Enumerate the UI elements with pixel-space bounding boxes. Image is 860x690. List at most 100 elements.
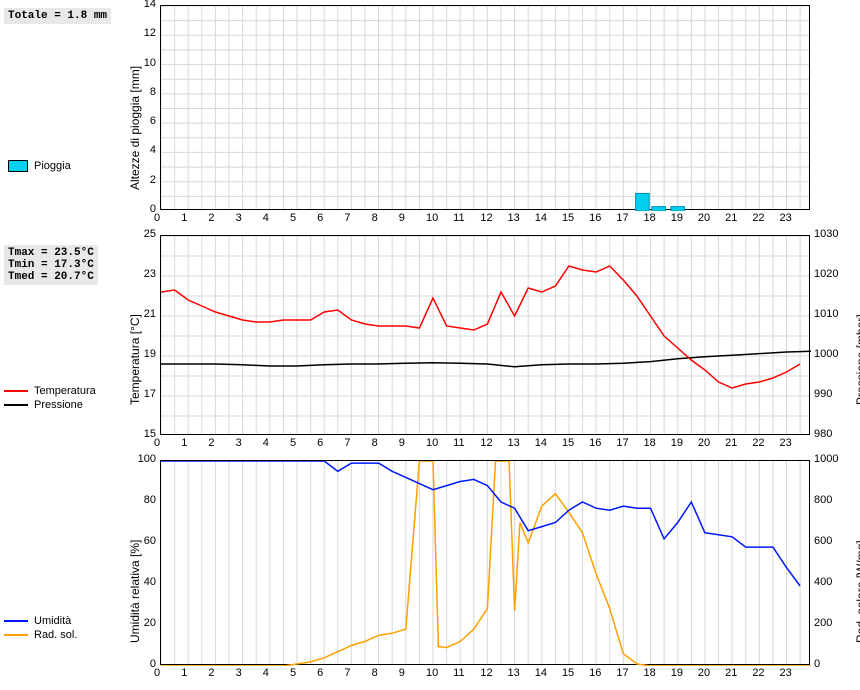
x-tick: 18 (644, 667, 656, 679)
x-tick: 2 (208, 437, 214, 449)
y-axis-title: Altezze di pioggia [mm] (128, 66, 142, 190)
x-tick: 11 (453, 667, 464, 679)
x-tick: 13 (508, 667, 520, 679)
x-tick: 5 (290, 437, 296, 449)
x-tick: 23 (780, 212, 792, 224)
x-tick: 9 (399, 667, 405, 679)
y-tick-right: 800 (814, 494, 832, 506)
x-tick: 6 (317, 437, 323, 449)
x-tick: 17 (616, 667, 628, 679)
y-tick-left: 8 (150, 86, 156, 98)
x-tick: 3 (236, 437, 242, 449)
y-axis-title-right: Rad. solare [W/mq] (854, 540, 860, 643)
info-temp-stats: Tmax = 23.5°C Tmin = 17.3°C Tmed = 20.7°… (4, 245, 98, 285)
x-tick: 16 (589, 437, 601, 449)
x-tick: 21 (725, 667, 737, 679)
x-tick: 4 (263, 667, 269, 679)
y-tick-right: 1000 (814, 348, 838, 360)
y-tick-left: 10 (144, 57, 156, 69)
x-tick: 18 (644, 437, 656, 449)
x-tick: 12 (480, 437, 492, 449)
y-tick-left: 19 (144, 348, 156, 360)
y-axis-title-left: Umidità relativa [%] (128, 540, 142, 643)
x-tick: 4 (263, 437, 269, 449)
x-tick: 1 (181, 212, 187, 224)
x-tick: 11 (453, 212, 464, 224)
x-tick: 6 (317, 667, 323, 679)
x-tick: 3 (236, 667, 242, 679)
x-tick: 14 (535, 667, 547, 679)
plot-area (160, 460, 810, 665)
x-tick: 19 (671, 667, 683, 679)
x-tick: 14 (535, 437, 547, 449)
x-tick: 12 (480, 667, 492, 679)
x-tick: 6 (317, 212, 323, 224)
y-tick-left: 6 (150, 115, 156, 127)
x-tick: 7 (344, 667, 350, 679)
legend-hum-rad: UmiditàRad. sol. (4, 615, 77, 643)
y-tick-right: 200 (814, 617, 832, 629)
y-tick-left: 21 (144, 308, 156, 320)
y-tick-left: 0 (150, 658, 156, 670)
x-tick: 13 (508, 212, 520, 224)
x-tick: 21 (725, 212, 737, 224)
x-tick: 20 (698, 212, 710, 224)
x-tick: 19 (671, 437, 683, 449)
y-tick-right: 1020 (814, 268, 838, 280)
y-tick-left: 20 (144, 617, 156, 629)
legend-rain: Pioggia (8, 160, 71, 174)
x-tick: 9 (399, 212, 405, 224)
y-tick-left: 15 (144, 428, 156, 440)
y-axis-title-left: Temperatura [°C] (128, 314, 142, 405)
info-total: Totale = 1.8 mm (4, 8, 111, 24)
x-tick: 8 (372, 667, 378, 679)
x-tick: 15 (562, 212, 574, 224)
y-tick-left: 0 (150, 203, 156, 215)
x-tick: 1 (181, 667, 187, 679)
x-tick: 13 (508, 437, 520, 449)
x-tick: 10 (426, 437, 438, 449)
x-tick: 22 (752, 667, 764, 679)
x-tick: 14 (535, 212, 547, 224)
x-tick: 9 (399, 437, 405, 449)
x-tick: 22 (752, 437, 764, 449)
x-tick: 5 (290, 212, 296, 224)
x-tick: 5 (290, 667, 296, 679)
y-tick-right: 1030 (814, 228, 838, 240)
x-tick: 8 (372, 437, 378, 449)
y-tick-right: 0 (814, 658, 820, 670)
y-tick-left: 2 (150, 174, 156, 186)
x-tick: 18 (644, 212, 656, 224)
y-tick-left: 100 (138, 453, 156, 465)
x-tick: 21 (725, 437, 737, 449)
y-tick-left: 25 (144, 228, 156, 240)
y-tick-right: 1010 (814, 308, 838, 320)
x-tick: 19 (671, 212, 683, 224)
y-tick-right: 1000 (814, 453, 838, 465)
plot-area (160, 235, 810, 435)
plot-area (160, 5, 810, 210)
y-axis-title-right: Pressione [mbar] (854, 314, 860, 405)
x-tick: 10 (426, 667, 438, 679)
x-tick: 22 (752, 212, 764, 224)
x-tick: 3 (236, 212, 242, 224)
y-tick-left: 80 (144, 494, 156, 506)
y-tick-left: 4 (150, 144, 156, 156)
x-tick: 15 (562, 437, 574, 449)
y-tick-left: 23 (144, 268, 156, 280)
x-tick: 11 (453, 437, 464, 449)
x-tick: 7 (344, 437, 350, 449)
x-tick: 10 (426, 212, 438, 224)
x-tick: 20 (698, 667, 710, 679)
x-tick: 1 (181, 437, 187, 449)
y-tick-right: 990 (814, 388, 832, 400)
x-tick: 15 (562, 667, 574, 679)
x-tick: 2 (208, 667, 214, 679)
x-tick: 16 (589, 212, 601, 224)
x-tick: 23 (780, 437, 792, 449)
y-tick-left: 40 (144, 576, 156, 588)
x-tick: 4 (263, 212, 269, 224)
x-tick: 16 (589, 667, 601, 679)
x-tick: 20 (698, 437, 710, 449)
x-tick: 12 (480, 212, 492, 224)
